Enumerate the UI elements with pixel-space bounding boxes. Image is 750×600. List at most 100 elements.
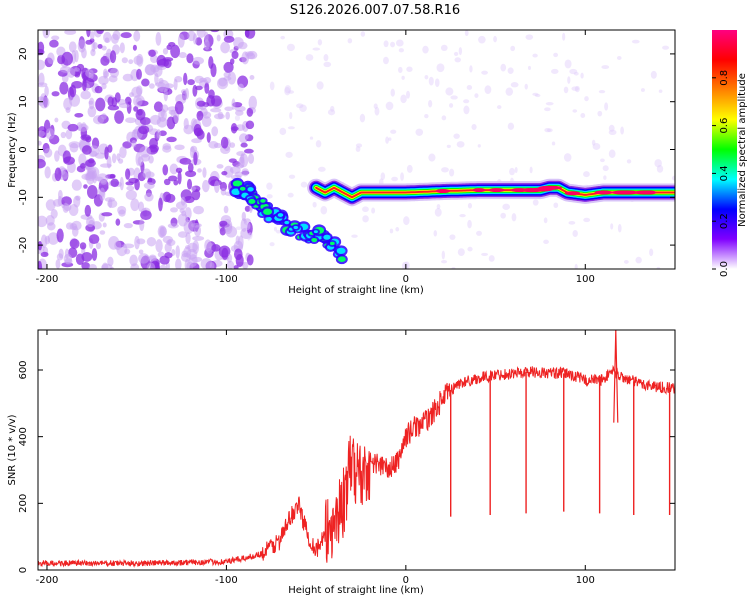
noise-blob-faint — [299, 104, 307, 112]
noise-blob-faint — [484, 85, 492, 94]
snr-ytick-label: 600 — [18, 360, 29, 379]
noise-blob-faint — [327, 109, 336, 116]
noise-blob — [177, 33, 185, 48]
noise-blob — [197, 168, 202, 173]
noise-blob-faint — [436, 63, 445, 73]
noise-blob-faint — [312, 201, 317, 208]
noise-blob-faint — [428, 153, 436, 162]
noise-blob — [155, 32, 162, 46]
noise-blob — [162, 47, 169, 55]
noise-blob — [155, 239, 163, 253]
noise-blob — [223, 76, 232, 81]
noise-blob-faint — [288, 174, 296, 179]
noise-blob — [45, 128, 55, 140]
noise-blob-faint — [403, 216, 410, 226]
noise-blob — [128, 59, 134, 65]
noise-blob — [193, 205, 204, 215]
noise-blob — [129, 92, 135, 98]
noise-blob — [47, 232, 59, 245]
noise-blob — [101, 212, 113, 217]
noise-blob-faint — [390, 41, 396, 48]
noise-blob — [115, 218, 121, 226]
noise-blob-faint — [234, 115, 241, 121]
noise-blob — [144, 192, 154, 202]
noise-blob — [136, 68, 142, 80]
track-blob-core — [263, 208, 273, 215]
noise-blob — [148, 155, 154, 164]
noise-blob — [38, 215, 48, 228]
figure-title: S126.2026.007.07.58.R16 — [290, 3, 460, 18]
noise-blob — [43, 148, 53, 158]
noise-blob-faint — [315, 140, 322, 148]
noise-blob — [125, 189, 137, 200]
colorbar-tick-label: 0.8 — [719, 70, 730, 86]
noise-blob-faint — [649, 248, 654, 257]
track-blob-core — [313, 230, 318, 234]
noise-blob — [191, 138, 202, 144]
noise-blob — [216, 34, 221, 42]
noise-blob — [174, 100, 184, 115]
noise-blob — [125, 181, 134, 186]
noise-blob — [184, 170, 197, 178]
noise-blob — [211, 244, 221, 252]
noise-blob-faint — [623, 260, 629, 264]
noise-blob — [96, 30, 104, 35]
noise-blob-faint — [502, 203, 511, 210]
noise-blob-faint — [511, 213, 517, 222]
noise-blob — [81, 261, 91, 269]
noise-blob — [100, 179, 107, 185]
noise-blob — [38, 158, 46, 169]
snr-xtick-label: -200 — [36, 575, 59, 586]
noise-blob — [125, 117, 137, 124]
noise-blob — [49, 39, 59, 48]
noise-blob-faint — [532, 92, 539, 96]
noise-blob-faint — [532, 199, 539, 206]
spectrogram-ytick-label: 0 — [18, 146, 29, 152]
noise-blob-faint — [527, 65, 531, 70]
noise-blob-faint — [360, 31, 366, 37]
noise-blob-faint — [553, 52, 559, 58]
noise-blob — [196, 30, 206, 38]
noise-blob — [216, 164, 224, 169]
noise-blob-faint — [620, 126, 624, 135]
noise-blob-faint — [385, 101, 394, 111]
noise-blob-faint — [591, 139, 596, 146]
noise-blob-faint — [598, 89, 606, 94]
noise-blob — [38, 130, 46, 138]
noise-blob-faint — [247, 232, 251, 241]
noise-blob-faint — [481, 70, 488, 75]
noise-blob-faint — [330, 105, 335, 112]
noise-blob-faint — [374, 106, 380, 116]
noise-blob-faint — [454, 57, 462, 63]
noise-blob — [114, 110, 124, 124]
noise-blob — [133, 106, 139, 112]
noise-blob-faint — [398, 66, 403, 74]
noise-blob-faint — [424, 74, 429, 80]
noise-blob-faint — [247, 232, 253, 240]
noise-blob — [51, 35, 60, 41]
noise-blob — [210, 30, 220, 33]
noise-blob — [196, 110, 204, 121]
noise-blob — [210, 63, 217, 78]
noise-blob — [146, 262, 156, 269]
snr-xlabel: Height of straight line (km) — [288, 585, 424, 596]
noise-blob-faint — [474, 93, 479, 99]
noise-blob — [101, 263, 113, 269]
noise-blob-faint — [580, 72, 584, 79]
noise-blob-faint — [351, 234, 358, 238]
track-blob-core — [323, 234, 331, 240]
noise-blob-faint — [510, 45, 516, 52]
noise-blob-faint — [608, 149, 616, 158]
noise-blob — [231, 98, 236, 110]
noise-blob — [64, 30, 77, 35]
noise-blob-faint — [362, 206, 369, 213]
noise-blob — [141, 78, 150, 87]
noise-blob — [135, 97, 143, 107]
noise-blob — [247, 153, 255, 165]
colorbar-label: Normalized spectral amplitude — [737, 73, 748, 227]
noise-blob-faint — [626, 159, 632, 164]
noise-blob-faint — [391, 176, 398, 182]
noise-blob — [94, 85, 103, 94]
noise-blob-faint — [573, 71, 579, 76]
noise-blob-faint — [597, 110, 603, 117]
